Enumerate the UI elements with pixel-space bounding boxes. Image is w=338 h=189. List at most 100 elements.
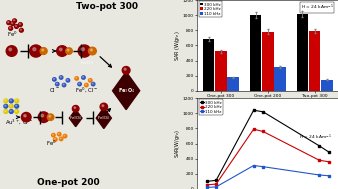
Circle shape <box>57 46 68 56</box>
Circle shape <box>5 100 6 101</box>
Circle shape <box>33 48 36 51</box>
Circle shape <box>13 19 17 23</box>
Circle shape <box>60 138 61 139</box>
Polygon shape <box>96 108 112 129</box>
Text: H = 24 kAm$^{-1}$: H = 24 kAm$^{-1}$ <box>301 3 334 12</box>
Circle shape <box>16 105 17 106</box>
Circle shape <box>59 48 62 51</box>
Circle shape <box>16 110 17 112</box>
Circle shape <box>63 84 64 85</box>
Circle shape <box>21 112 31 122</box>
Circle shape <box>56 83 57 84</box>
Line: 110 kHz: 110 kHz <box>206 164 330 189</box>
Circle shape <box>58 133 59 134</box>
Circle shape <box>74 107 76 108</box>
Circle shape <box>59 76 63 79</box>
300 kHz <box>317 145 321 147</box>
Text: Fe$^0$: Fe$^0$ <box>46 139 57 148</box>
Circle shape <box>66 79 70 82</box>
Bar <box>215 51 227 91</box>
Circle shape <box>9 99 13 103</box>
Polygon shape <box>113 72 140 110</box>
Circle shape <box>67 79 68 80</box>
300 kHz <box>251 109 256 111</box>
Circle shape <box>5 105 6 106</box>
Bar <box>274 67 286 91</box>
Circle shape <box>122 67 130 74</box>
Circle shape <box>75 77 78 80</box>
110 kHz <box>205 186 209 189</box>
110 kHz <box>214 186 218 188</box>
Circle shape <box>14 20 15 21</box>
Circle shape <box>10 105 11 106</box>
Circle shape <box>81 48 84 51</box>
Circle shape <box>30 45 42 57</box>
Text: Fe$^0$, Cl$^-$: Fe$^0$, Cl$^-$ <box>75 85 99 94</box>
Circle shape <box>9 26 13 30</box>
Text: Two-pot 300: Two-pot 300 <box>76 2 138 11</box>
Y-axis label: SAR(W/g$_{Fe}$): SAR(W/g$_{Fe}$) <box>172 129 182 158</box>
Text: Au$^{3+}$, Cl$^-$: Au$^{3+}$, Cl$^-$ <box>5 118 33 126</box>
Circle shape <box>19 23 22 26</box>
Bar <box>203 39 215 91</box>
Circle shape <box>124 68 126 70</box>
Circle shape <box>72 105 79 112</box>
Circle shape <box>100 103 107 110</box>
Circle shape <box>67 49 69 51</box>
Circle shape <box>9 48 11 51</box>
Circle shape <box>76 77 77 78</box>
300 kHz <box>214 179 218 181</box>
110 kHz <box>261 166 265 168</box>
Circle shape <box>20 29 21 30</box>
Circle shape <box>57 132 61 136</box>
Circle shape <box>53 78 56 81</box>
Circle shape <box>19 28 23 32</box>
Y-axis label: SAR (W/g$_{Fe}$): SAR (W/g$_{Fe}$) <box>172 30 182 61</box>
Circle shape <box>9 104 13 108</box>
Circle shape <box>15 99 19 103</box>
Circle shape <box>82 76 85 79</box>
Circle shape <box>10 27 11 28</box>
Circle shape <box>64 135 65 136</box>
Circle shape <box>102 105 104 107</box>
Circle shape <box>49 115 51 117</box>
Bar <box>262 32 273 91</box>
Circle shape <box>10 110 11 112</box>
300 kHz <box>205 180 209 183</box>
Circle shape <box>15 104 19 108</box>
110 kHz <box>317 174 321 176</box>
Circle shape <box>63 134 67 138</box>
Circle shape <box>78 82 81 86</box>
220 kHz <box>251 128 256 130</box>
Circle shape <box>15 110 19 113</box>
Circle shape <box>91 49 92 51</box>
Circle shape <box>16 100 17 101</box>
Legend: 300 kHz, 220 kHz, 110 kHz: 300 kHz, 220 kHz, 110 kHz <box>199 1 222 17</box>
Text: Fe$_3$O$_4$: Fe$_3$O$_4$ <box>69 114 82 122</box>
Circle shape <box>89 79 90 80</box>
Text: H = 24 kAm$^{-1}$: H = 24 kAm$^{-1}$ <box>299 133 331 142</box>
Circle shape <box>7 21 11 25</box>
220 kHz <box>205 184 209 186</box>
Line: 220 kHz: 220 kHz <box>206 128 330 186</box>
220 kHz <box>261 130 265 133</box>
300 kHz <box>261 111 265 113</box>
Bar <box>296 14 308 91</box>
220 kHz <box>317 159 321 161</box>
Circle shape <box>78 45 91 57</box>
Circle shape <box>9 110 13 113</box>
Text: Fe$_3$O$_4$: Fe$_3$O$_4$ <box>97 114 111 122</box>
Circle shape <box>41 114 44 117</box>
Bar <box>250 15 261 91</box>
Text: Fe$_3$O$_4$: Fe$_3$O$_4$ <box>80 60 94 67</box>
220 kHz <box>214 183 218 185</box>
Circle shape <box>59 137 63 141</box>
Circle shape <box>4 99 8 103</box>
Text: Cl$^-$: Cl$^-$ <box>49 86 61 94</box>
Bar <box>309 31 320 91</box>
Bar <box>227 77 239 91</box>
220 kHz <box>327 161 331 163</box>
Circle shape <box>62 83 66 87</box>
Text: Fe$_3$O$_4$: Fe$_3$O$_4$ <box>118 86 135 95</box>
Circle shape <box>4 110 8 113</box>
